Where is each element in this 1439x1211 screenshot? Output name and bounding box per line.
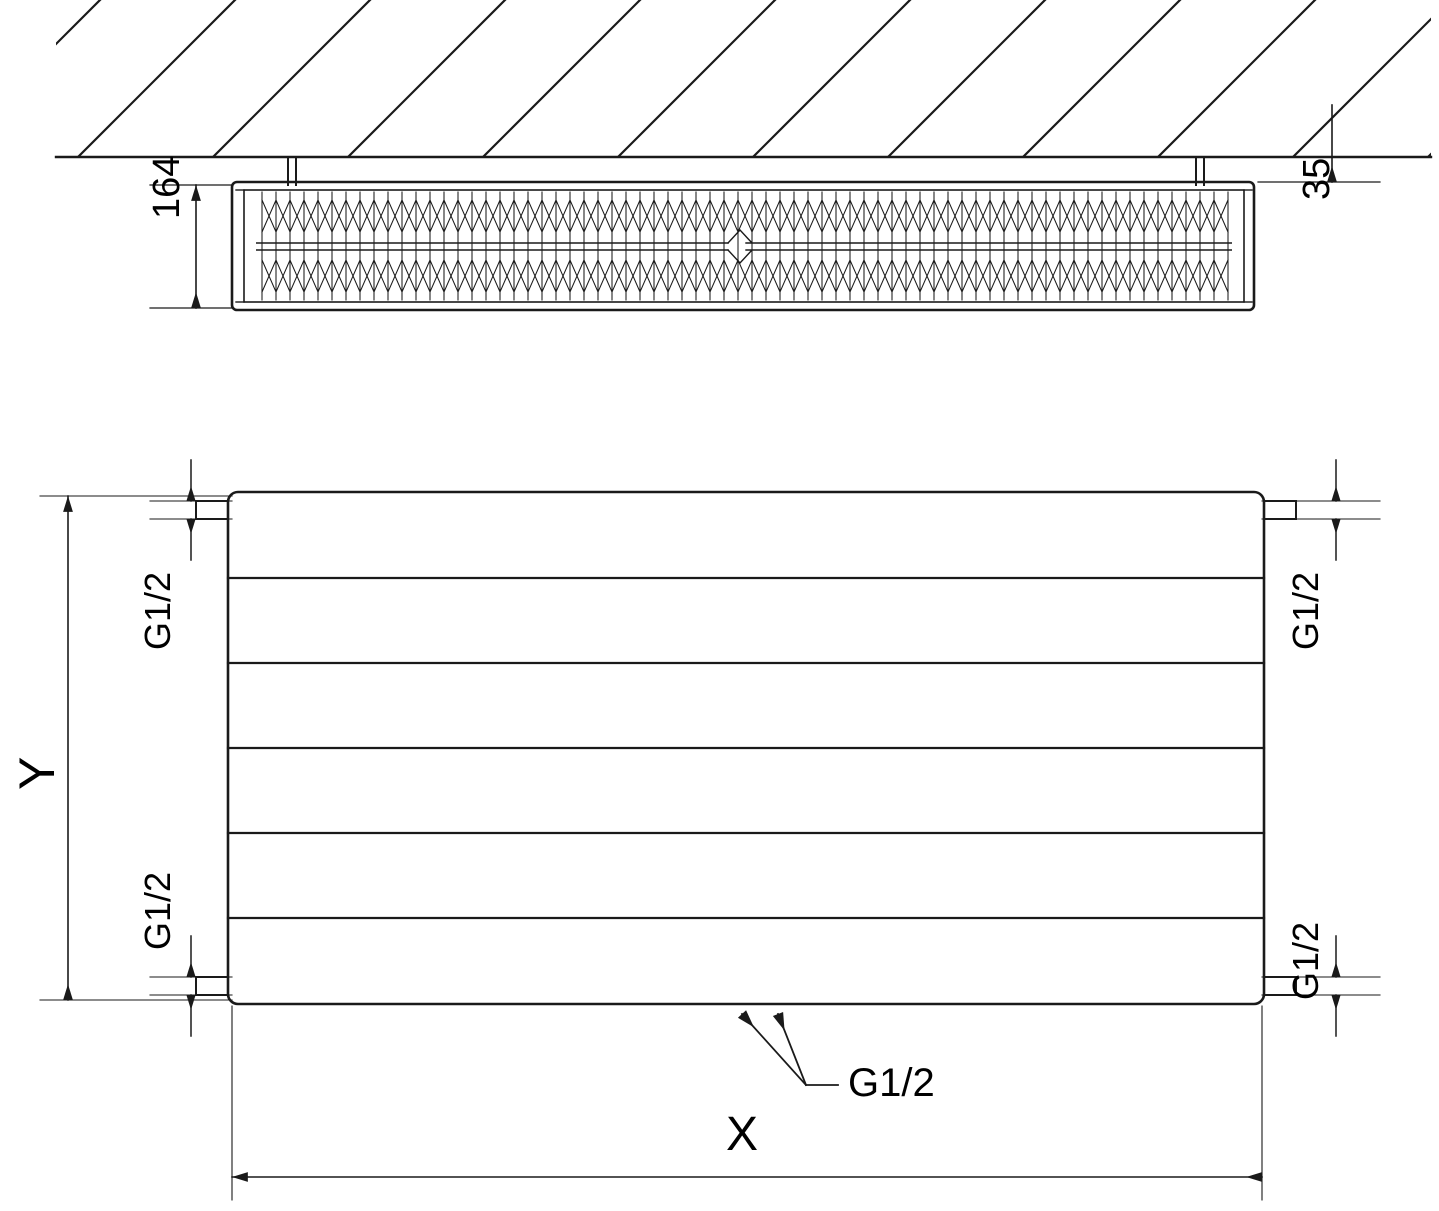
dimension-g12-bottom-right — [1261, 935, 1381, 1037]
dimension-label-g12-bottom-right: G1/2 — [1285, 921, 1326, 1000]
dimension-g12-top-left — [149, 459, 233, 561]
radiator-section-outline — [230, 180, 1256, 312]
dimension-g12-bottom-left — [149, 935, 233, 1037]
leader-g12-bottom-center — [737, 1010, 839, 1087]
connection-stub-bottom-left — [195, 976, 229, 996]
radiator-panel-lines — [226, 576, 1266, 920]
wall-brackets — [287, 156, 1205, 186]
dimension-label-g12-top-left: G1/2 — [137, 571, 178, 650]
dimension-g12-top-right — [1261, 459, 1381, 561]
connection-stub-top-left — [195, 500, 229, 520]
connection-stub-top-right — [1263, 500, 1297, 520]
dimension-164 — [149, 184, 233, 309]
dimension-label-g12-bottom-left: G1/2 — [137, 871, 178, 950]
dimension-35 — [1257, 104, 1381, 183]
dimension-label-g12-bottom-center: G1/2 — [848, 1061, 935, 1105]
wall-hatching — [56, 0, 1431, 157]
dimension-label-x: X — [726, 1108, 759, 1161]
dimension-label-g12-top-right: G1/2 — [1285, 571, 1326, 650]
dimension-x — [231, 1005, 1263, 1201]
dimension-label-35: 35 — [1296, 157, 1338, 200]
convector-fins — [256, 191, 1232, 301]
dimension-label-164: 164 — [146, 155, 188, 219]
radiator-section-inner — [243, 189, 1245, 303]
dimension-label-y: Y — [9, 756, 65, 790]
dimension-y — [39, 495, 233, 1001]
